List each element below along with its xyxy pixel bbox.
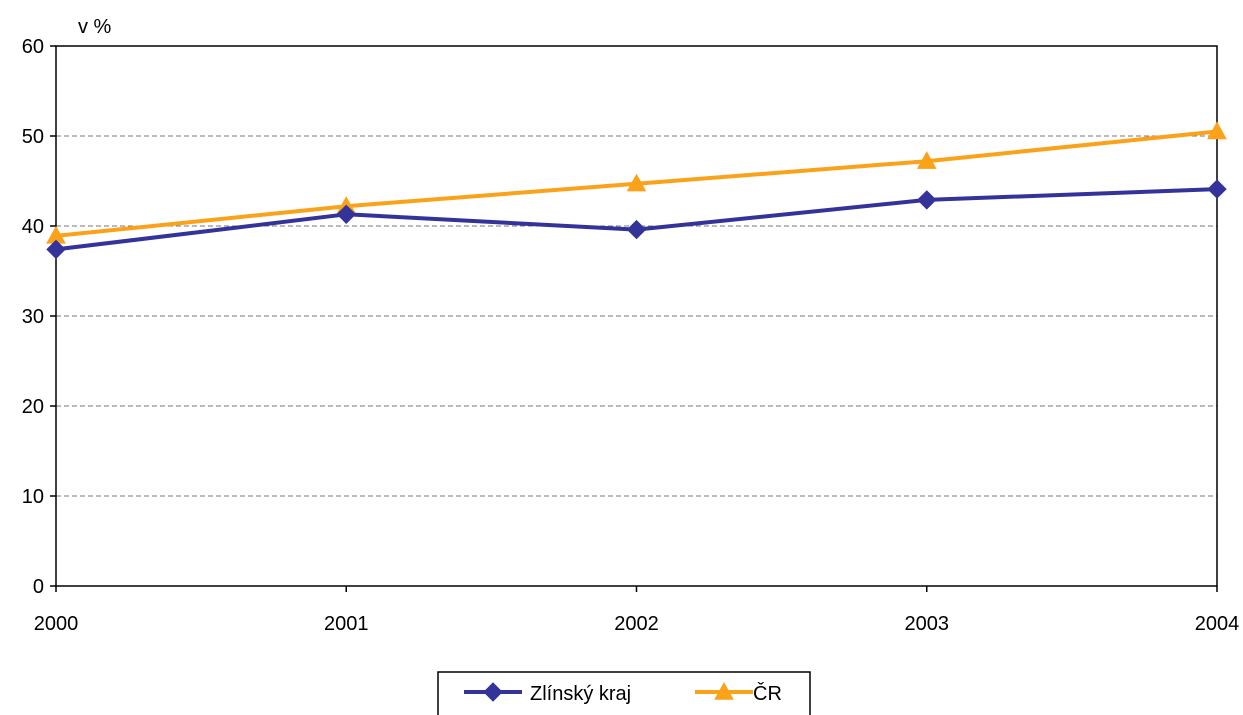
data-point [1207,121,1227,140]
series-zlinsky-kraj [46,179,1227,260]
data-point [626,173,647,192]
data-point [46,239,66,260]
legend: Zlínský kraj ČR [437,671,811,715]
x-tick-label: 2004 [1195,613,1240,635]
x-tick-label: 2001 [324,613,369,635]
legend-marker [483,682,503,702]
y-tick-label: 60 [22,36,44,58]
x-axis: 2000 2001 2002 2003 2004 [34,586,1240,635]
data-point [336,204,356,225]
y-unit-label: v % [78,16,112,38]
legend-label: Zlínský kraj [530,683,631,705]
data-point [1207,179,1227,199]
y-tick-label: 40 [22,216,44,238]
y-tick-label: 30 [22,306,44,328]
y-tick-label: 0 [33,576,44,598]
y-tick-label: 50 [22,126,44,148]
legend-item: Zlínský kraj [464,682,631,705]
y-tick-label: 20 [22,396,44,418]
x-tick-label: 2003 [905,613,950,635]
data-point [626,219,647,240]
data-point [916,151,937,169]
series-group [46,121,1227,260]
data-point [917,190,937,210]
x-tick-label: 2002 [614,613,659,635]
y-axis: 0 10 20 30 40 50 60 [22,36,56,598]
y-tick-label: 10 [22,486,44,508]
legend-item: ČR [695,681,782,705]
legend-label: ČR [753,682,782,705]
x-tick-label: 2000 [34,613,79,635]
legend-marker [714,681,734,700]
